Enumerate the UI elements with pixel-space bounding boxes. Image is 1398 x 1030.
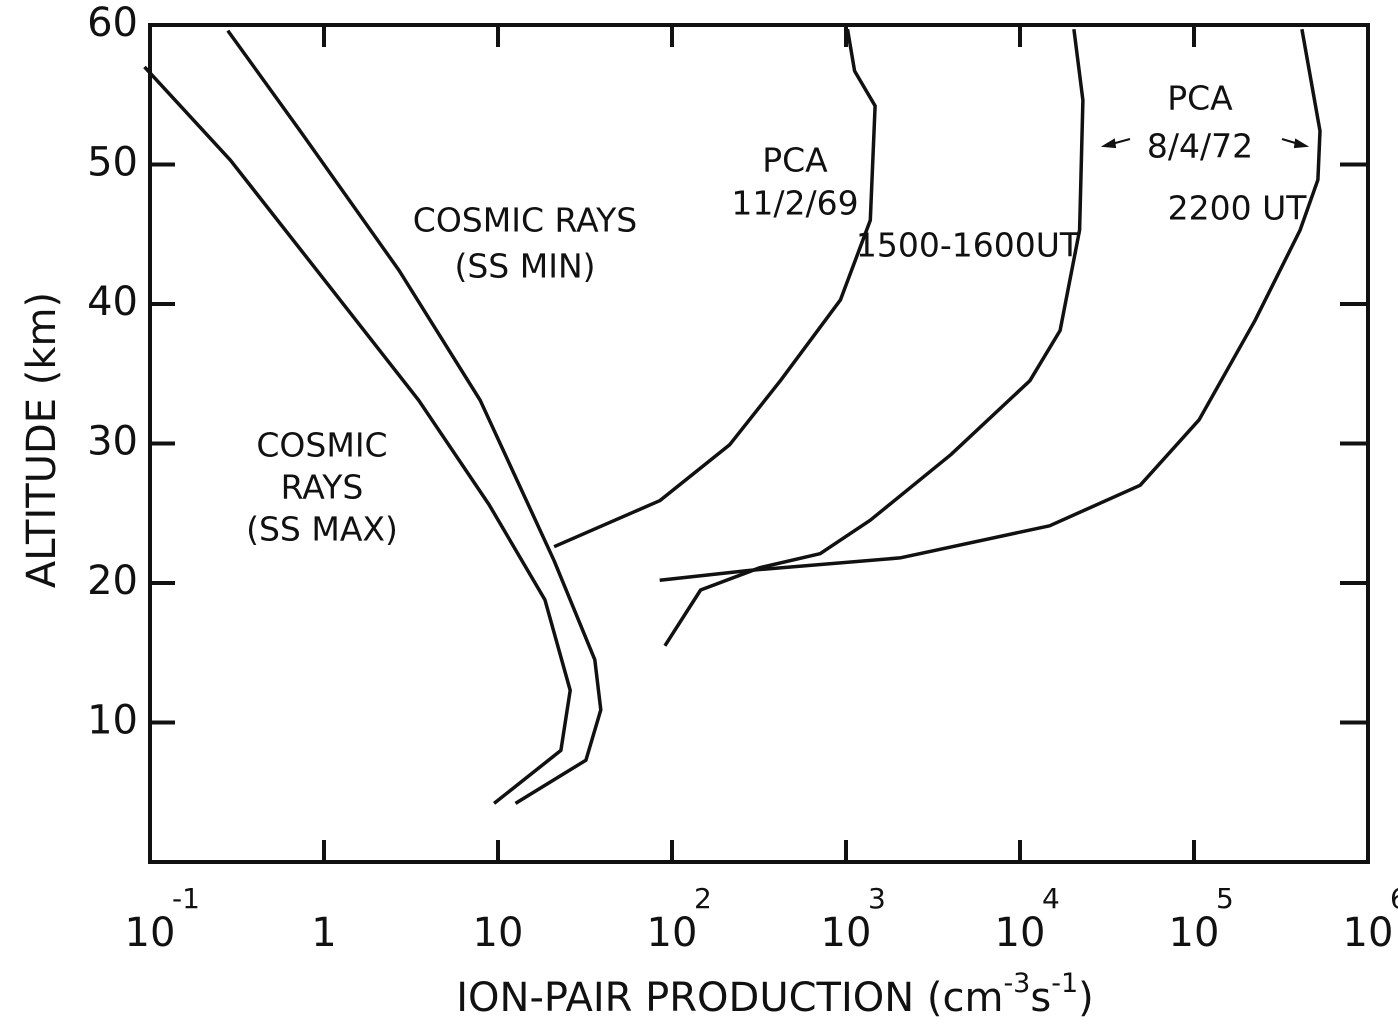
- annotation: 2200 UT: [1168, 189, 1308, 228]
- x-tick-label-exponent: 6: [1390, 882, 1398, 915]
- curve: [143, 65, 572, 805]
- x-axis-label-part: s: [1030, 975, 1051, 1021]
- x-tick-label-exponent: 2: [694, 882, 712, 915]
- y-tick-label: 50: [87, 140, 138, 186]
- x-tick-label: 1: [311, 910, 336, 956]
- annotation-arrows: [1100, 138, 1310, 149]
- x-tick-label: 10: [995, 910, 1046, 956]
- annotation: (SS MIN): [454, 247, 595, 286]
- x-tick-label: 10: [473, 910, 524, 956]
- annotation: 1500-1600UT: [856, 226, 1081, 265]
- curve: [553, 28, 877, 549]
- curve: [226, 29, 603, 805]
- x-axis-label-exponent: -3: [1003, 968, 1030, 999]
- x-tick-label: 10: [125, 910, 176, 956]
- y-tick-label: 60: [87, 0, 138, 46]
- annotation: PCA: [1167, 79, 1233, 118]
- x-tick-label-exponent: -1: [172, 882, 200, 915]
- curve: [663, 28, 1085, 647]
- annotation: COSMIC: [256, 426, 387, 465]
- annotation: COSMIC RAYS: [413, 201, 637, 240]
- x-axis-label-part: ION-PAIR PRODUCTION (cm: [456, 975, 1003, 1021]
- x-tick-label: 10: [821, 910, 872, 956]
- annotation: 8/4/72: [1147, 127, 1253, 166]
- y-tick-label: 40: [87, 279, 138, 325]
- annotation: PCA: [762, 141, 828, 180]
- y-tick-label: 20: [87, 558, 138, 604]
- y-tick-label: 10: [87, 698, 138, 744]
- x-tick-label-exponent: 3: [868, 882, 886, 915]
- x-tick-label-exponent: 4: [1042, 882, 1060, 915]
- x-tick-label: 10: [1343, 910, 1394, 956]
- x-axis-label-exponent: -1: [1051, 968, 1078, 999]
- annotation: 11/2/69: [731, 184, 858, 223]
- curve: [659, 28, 1322, 582]
- y-tick-label: 30: [87, 419, 138, 465]
- y-axis-label: ALTITUDE (km): [19, 292, 65, 588]
- x-tick-label: 10: [1169, 910, 1220, 956]
- annotation: (SS MAX): [246, 510, 398, 549]
- x-axis-label: ION-PAIR PRODUCTION (cm-3s-1): [456, 968, 1093, 1022]
- annotation: RAYS: [281, 468, 364, 507]
- x-axis-label-part: ): [1078, 975, 1094, 1021]
- x-tick-label: 10: [647, 910, 698, 956]
- x-tick-label-exponent: 5: [1216, 882, 1234, 915]
